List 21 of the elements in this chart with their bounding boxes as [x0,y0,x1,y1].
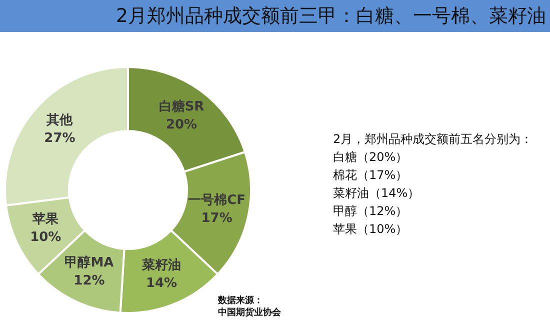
text: 2月郑州品种成交额前三甲：白糖、一号棉、菜籽油 [0,0,550,32]
data-label: 27% [44,131,76,146]
text: 甲醇（12%） [333,203,408,220]
data-label: 14% [146,276,178,292]
text: 棉花（17%） [333,167,408,184]
slice-label: 苹果 [32,212,60,228]
slice-label: 其他 [46,113,74,128]
slice-label: 菜籽油 [141,258,182,274]
text: 中国期货业协会 [218,307,281,319]
slice-label: 甲醇MA [64,254,114,271]
text: 菜籽油（14%） [333,185,420,202]
data-label: 20% [166,118,198,133]
source-note: 数据来源： [218,295,263,307]
text: 白糖（20%） [333,149,408,166]
data-label: 12% [74,274,105,289]
data-label: 17% [201,211,232,226]
slice-label: 白糖SR [158,98,204,115]
text: 苹果（10%） [333,221,408,238]
data-label: 10% [30,230,62,246]
text: 2月，郑州品种成交额前五名分别为： [333,131,533,148]
slice-label: 一号棉CF [188,193,246,208]
